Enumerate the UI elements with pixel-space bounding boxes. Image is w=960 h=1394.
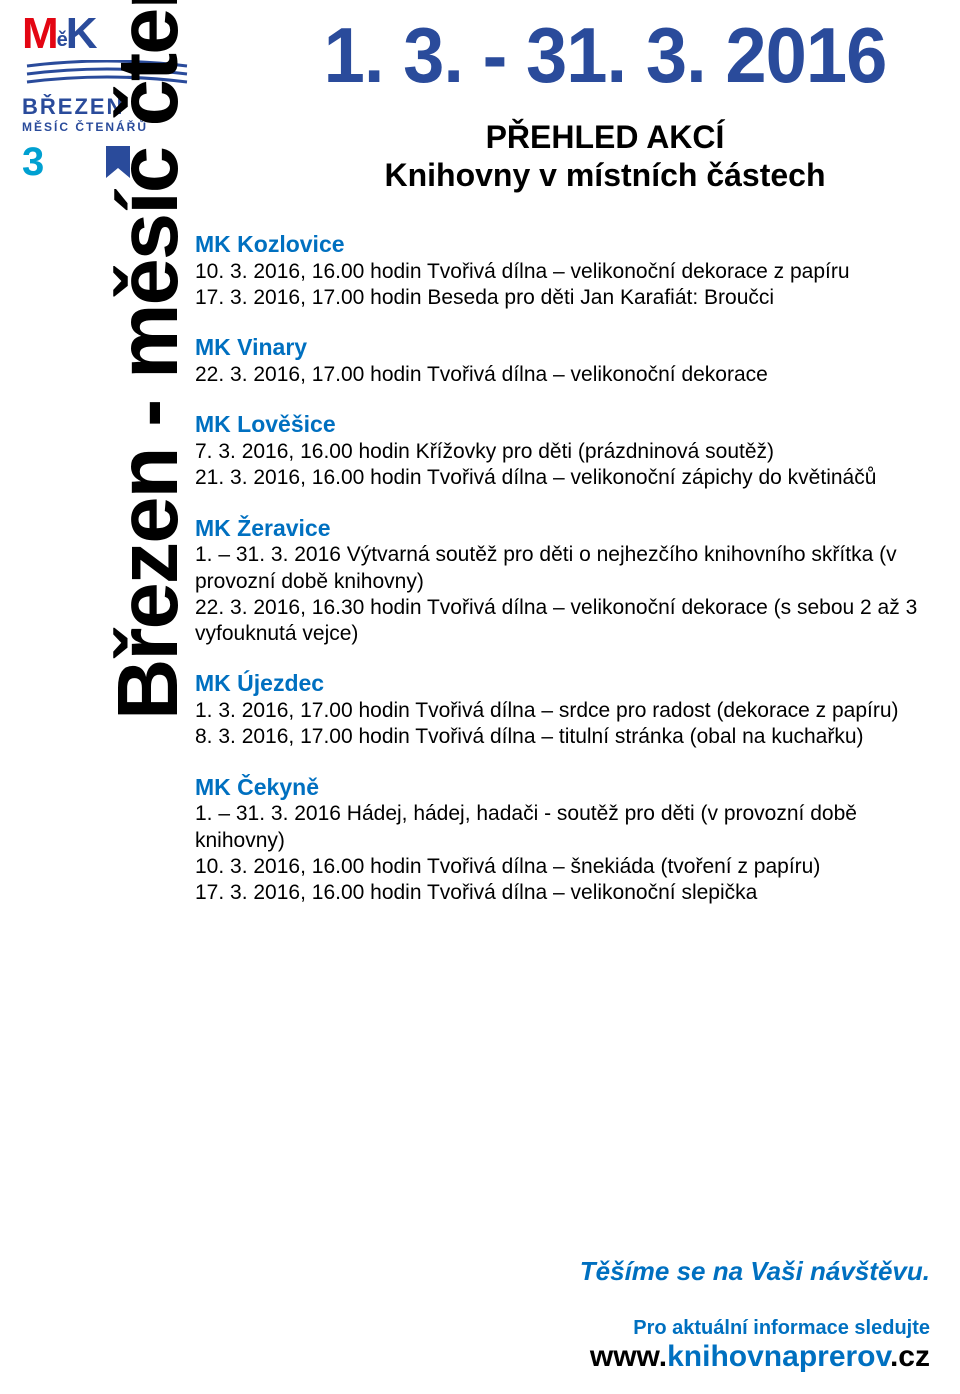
logo-letter-m: M (22, 12, 59, 56)
event-line: 1. 3. 2016, 17.00 hodin Tvořivá dílna – … (195, 698, 935, 724)
page-footer: Těšíme se na Vaši návštěvu. Pro aktuální… (580, 1256, 930, 1374)
footer-url-main: knihovnaprerov (667, 1340, 890, 1373)
footer-url-suffix: .cz (890, 1340, 930, 1373)
section-lovesice: MK Lověšice 7. 3. 2016, 16.00 hodin Kříž… (195, 410, 935, 491)
subtitle-line-1: PŘEHLED AKCÍ (486, 119, 725, 155)
event-line: 8. 3. 2016, 17.00 hodin Tvořivá dílna – … (195, 724, 935, 750)
event-line: 22. 3. 2016, 16.30 hodin Tvořivá dílna –… (195, 595, 935, 648)
footer-visit-text: Těšíme se na Vaši návštěvu. (580, 1256, 930, 1287)
event-line: 10. 3. 2016, 16.00 hodin Tvořivá dílna –… (195, 854, 935, 880)
moon-icon (54, 144, 90, 180)
number-3-icon: 3 (22, 142, 44, 182)
event-line: 22. 3. 2016, 17.00 hodin Tvořivá dílna –… (195, 362, 935, 388)
event-line: 1. – 31. 3. 2016 Výtvarná soutěž pro dět… (195, 542, 935, 595)
footer-url-prefix: www. (590, 1340, 667, 1373)
event-line: 10. 3. 2016, 16.00 hodin Tvořivá dílna –… (195, 259, 935, 285)
section-title: MK Újezdec (195, 669, 935, 698)
section-vinary: MK Vinary 22. 3. 2016, 17.00 hodin Tvoři… (195, 333, 935, 388)
event-line: 17. 3. 2016, 17.00 hodin Beseda pro děti… (195, 285, 935, 311)
section-title: MK Žeravice (195, 514, 935, 543)
vertical-title: Březen - měsíc čtenářů (100, 0, 198, 720)
subtitle-line-2: Knihovny v místních částech (384, 157, 825, 193)
section-title: MK Čekyně (195, 773, 935, 802)
section-title: MK Lověšice (195, 410, 935, 439)
footer-follow-text: Pro aktuální informace sledujte (580, 1317, 930, 1340)
section-zeravice: MK Žeravice 1. – 31. 3. 2016 Výtvarná so… (195, 514, 935, 648)
section-cekyne: MK Čekyně 1. – 31. 3. 2016 Hádej, hádej,… (195, 773, 935, 907)
section-ujezdec: MK Újezdec 1. 3. 2016, 17.00 hodin Tvoři… (195, 669, 935, 750)
section-title: MK Kozlovice (195, 230, 935, 259)
page-subtitle: PŘEHLED AKCÍ Knihovny v místních částech (270, 118, 940, 195)
footer-url: www.knihovnaprerov.cz (580, 1340, 930, 1374)
event-line: 1. – 31. 3. 2016 Hádej, hádej, hadači - … (195, 801, 935, 854)
section-kozlovice: MK Kozlovice 10. 3. 2016, 16.00 hodin Tv… (195, 230, 935, 311)
event-line: 21. 3. 2016, 16.00 hodin Tvořivá dílna –… (195, 465, 935, 491)
events-content: MK Kozlovice 10. 3. 2016, 16.00 hodin Tv… (195, 230, 935, 928)
date-range-header: 1. 3. - 31. 3. 2016 (287, 10, 924, 101)
logo-letter-k: K (66, 12, 98, 56)
event-line: 7. 3. 2016, 16.00 hodin Křížovky pro dět… (195, 439, 935, 465)
event-line: 17. 3. 2016, 16.00 hodin Tvořivá dílna –… (195, 880, 935, 906)
section-title: MK Vinary (195, 333, 935, 362)
